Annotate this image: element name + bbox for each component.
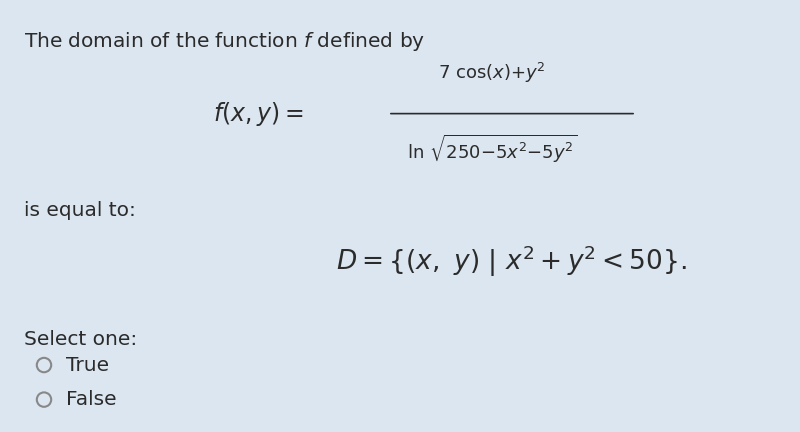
- Text: The domain of the function $f$ defined by: The domain of the function $f$ defined b…: [24, 30, 425, 53]
- Text: False: False: [66, 390, 116, 409]
- Text: $\mathrm{ln}\ \sqrt{250{-}5x^2{-}5y^2}$: $\mathrm{ln}\ \sqrt{250{-}5x^2{-}5y^2}$: [406, 133, 578, 165]
- Text: $f(x, y){=}$: $f(x, y){=}$: [214, 101, 304, 128]
- Text: True: True: [66, 356, 109, 375]
- Text: $D =\{(x,\ y)\ |\ x^2 + y^2 < 50\}.$: $D =\{(x,\ y)\ |\ x^2 + y^2 < 50\}.$: [336, 244, 686, 279]
- Text: is equal to:: is equal to:: [24, 201, 136, 220]
- Text: $7\ \cos(x){+}y^2$: $7\ \cos(x){+}y^2$: [438, 61, 546, 86]
- Text: Select one:: Select one:: [24, 330, 138, 349]
